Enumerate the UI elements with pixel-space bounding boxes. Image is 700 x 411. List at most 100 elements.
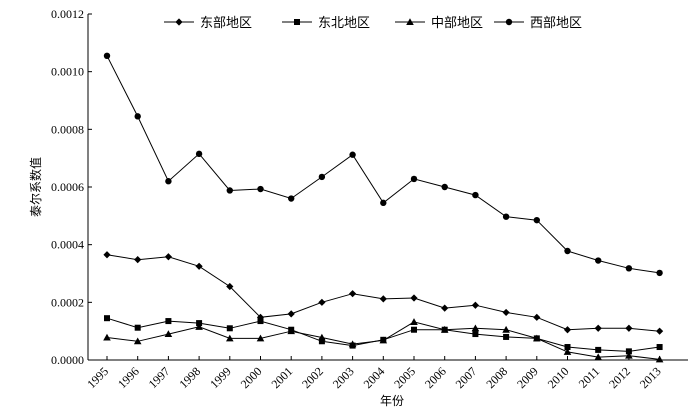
plot-axes xyxy=(87,14,688,361)
data-point xyxy=(257,185,264,193)
legend-item: 中部地区 xyxy=(395,16,483,31)
data-point xyxy=(502,325,510,333)
data-point xyxy=(195,262,203,270)
series-4 xyxy=(103,52,663,277)
data-point xyxy=(441,304,449,312)
series-line xyxy=(106,55,660,274)
series-1 xyxy=(103,251,664,335)
data-point xyxy=(288,195,295,202)
series-3 xyxy=(103,318,664,363)
legend-marker xyxy=(406,18,414,25)
series-line xyxy=(106,317,660,352)
legend-item: 西部地区 xyxy=(494,16,582,31)
x-tick-label: 2005 xyxy=(391,364,418,391)
data-point xyxy=(472,331,479,338)
data-point xyxy=(410,175,418,183)
data-point xyxy=(134,324,141,331)
data-point xyxy=(164,253,172,261)
data-point xyxy=(257,318,264,325)
y-tick-label: 0.0010 xyxy=(51,65,84,79)
x-tick-label: 2009 xyxy=(514,364,541,391)
data-point xyxy=(656,344,663,351)
data-point xyxy=(472,191,479,199)
legend-label: 中部地区 xyxy=(431,16,483,31)
data-point xyxy=(165,178,172,185)
data-point xyxy=(287,327,295,335)
data-point xyxy=(195,150,203,158)
legend-item: 东北地区 xyxy=(282,16,370,31)
legend-label: 西部地区 xyxy=(530,16,582,31)
data-point xyxy=(533,216,540,224)
data-point xyxy=(471,324,480,332)
x-tick-label: 2010 xyxy=(545,364,572,391)
x-tick-label: 2006 xyxy=(422,364,449,391)
series-line xyxy=(106,254,660,332)
data-point xyxy=(563,348,572,355)
data-point xyxy=(318,173,326,181)
data-point xyxy=(564,247,571,255)
x-tick-label: 1998 xyxy=(176,364,203,391)
data-point xyxy=(440,325,449,333)
x-tick-label: 2007 xyxy=(453,364,480,391)
data-point xyxy=(655,355,664,363)
x-tick-label: 2008 xyxy=(483,364,510,391)
legend: 东部地区 东北地区 中部地区 西部地区 xyxy=(164,16,582,31)
data-point xyxy=(348,340,357,348)
data-point xyxy=(595,257,602,264)
y-tick-label: 0.0006 xyxy=(51,180,84,194)
legend-label: 东北地区 xyxy=(318,16,370,31)
data-point xyxy=(103,251,111,259)
data-point xyxy=(226,187,233,194)
data-point xyxy=(563,326,572,334)
data-point xyxy=(318,338,325,345)
data-point xyxy=(349,290,357,298)
data-point xyxy=(656,269,663,277)
x-tick-label: 1996 xyxy=(115,364,142,391)
legend-marker xyxy=(505,18,513,26)
data-point xyxy=(594,353,602,361)
x-tick-label: 2011 xyxy=(576,364,603,391)
y-tick-label: 0.0000 xyxy=(51,353,84,367)
data-point xyxy=(318,333,326,341)
x-axis-title: 年份 xyxy=(380,394,404,408)
data-point xyxy=(256,334,265,342)
data-point xyxy=(287,310,295,318)
data-point xyxy=(595,346,602,353)
y-axis-ticks: 0.0000 0.0002 0.0004 0.0006 0.0008 0.0010 0.00… xyxy=(51,7,92,367)
y-tick-label: 0.0004 xyxy=(51,238,84,252)
y-tick-label: 0.0008 xyxy=(51,122,84,136)
x-tick-label: 1995 xyxy=(84,364,111,391)
data-point xyxy=(226,334,234,342)
x-tick-label: 2001 xyxy=(268,364,295,391)
y-tick-label: 0.0002 xyxy=(51,295,84,309)
legend-item: 东部地区 xyxy=(164,16,252,31)
data-point xyxy=(379,336,388,344)
data-point xyxy=(502,308,510,317)
data-point xyxy=(103,52,111,60)
data-point xyxy=(533,313,541,321)
x-tick-label: 2003 xyxy=(330,364,357,391)
y-axis-title: 泰尔系数值 xyxy=(28,157,43,217)
data-point xyxy=(103,333,111,341)
x-tick-label: 2012 xyxy=(606,364,633,391)
data-point xyxy=(564,344,571,351)
x-tick-label: 2002 xyxy=(299,364,326,391)
x-axis-ticks: 1995 1996 1997 1998 1999 2000 2001 2002 2003 2004… xyxy=(84,356,664,391)
data-point xyxy=(625,265,633,272)
data-point xyxy=(625,348,632,355)
data-point xyxy=(164,330,173,338)
data-point xyxy=(471,301,479,309)
data-point xyxy=(133,337,142,345)
x-tick-label: 2013 xyxy=(637,364,664,391)
x-tick-label: 2004 xyxy=(361,364,388,391)
data-point xyxy=(625,324,633,332)
data-point xyxy=(226,325,233,332)
data-point xyxy=(594,324,602,332)
data-point xyxy=(625,351,633,359)
data-point xyxy=(441,183,448,191)
data-point xyxy=(165,318,172,325)
data-point xyxy=(195,323,203,330)
data-point xyxy=(226,282,234,291)
data-point xyxy=(410,318,418,325)
